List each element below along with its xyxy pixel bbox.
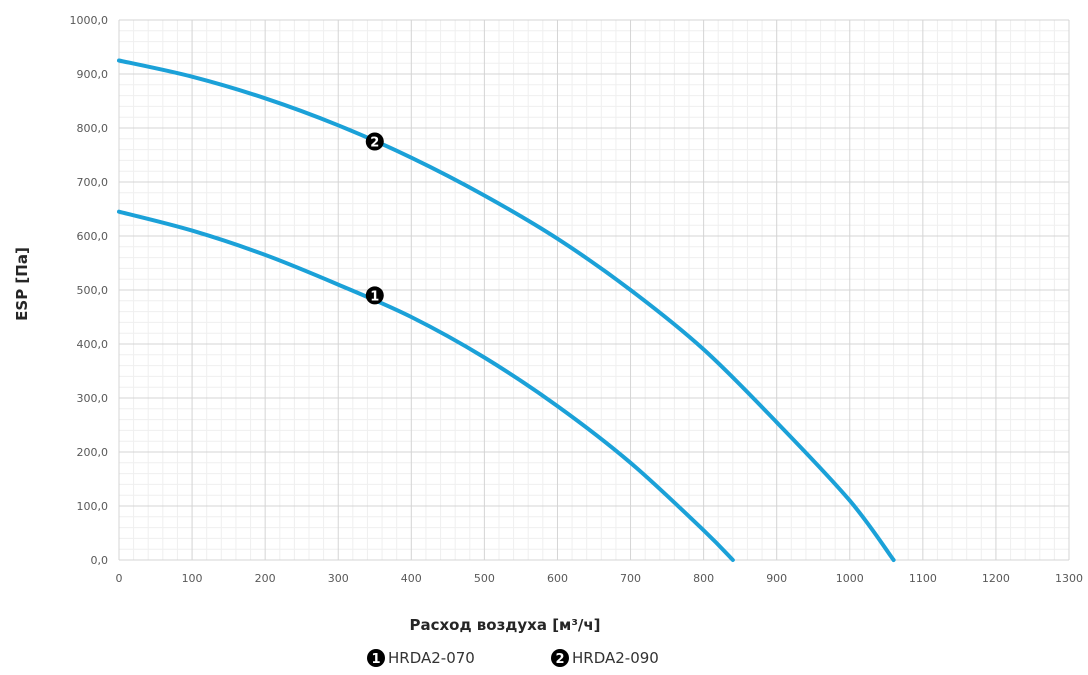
y-tick-label: 200,0 bbox=[77, 446, 109, 459]
series-lines bbox=[117, 58, 896, 562]
x-tick-label: 1300 bbox=[1055, 572, 1083, 585]
x-axis-title: Расход воздуха [м³/ч] bbox=[409, 616, 600, 634]
y-tick-label: 500,0 bbox=[77, 284, 109, 297]
y-tick-label: 300,0 bbox=[77, 392, 109, 405]
legend-item-2: 2 HRDA2-090 bbox=[551, 649, 659, 667]
y-tick-label: 900,0 bbox=[77, 68, 109, 81]
x-tick-label: 0 bbox=[116, 572, 123, 585]
y-tick-label: 400,0 bbox=[77, 338, 109, 351]
series-line-2 bbox=[117, 58, 896, 562]
x-tick-label: 1000 bbox=[836, 572, 864, 585]
y-axis-title: ESP [Па] bbox=[13, 247, 31, 321]
x-tick-label: 200 bbox=[255, 572, 276, 585]
x-tick-labels: 0 100 200 300 400 500 600 700 800 900 1000 1100 1200… bbox=[116, 572, 1084, 585]
x-tick-label: 100 bbox=[182, 572, 203, 585]
legend-marker bbox=[551, 649, 569, 667]
legend-marker-number: 2 bbox=[555, 652, 564, 667]
series-marker-1: 1 bbox=[365, 286, 384, 305]
marker-number: 1 bbox=[370, 289, 379, 304]
x-tick-label: 300 bbox=[328, 572, 349, 585]
marker-number: 2 bbox=[370, 136, 379, 151]
y-tick-label: 1000,0 bbox=[70, 14, 109, 27]
y-tick-label: 600,0 bbox=[77, 230, 109, 243]
x-tick-label: 1100 bbox=[909, 572, 937, 585]
legend: 1 HRDA2-070 2 HRDA2-090 bbox=[367, 649, 659, 667]
y-tick-label: 700,0 bbox=[77, 176, 109, 189]
x-tick-label: 1200 bbox=[982, 572, 1010, 585]
marker-circle bbox=[365, 132, 384, 151]
y-tick-label: 800,0 bbox=[77, 122, 109, 135]
major-gridlines bbox=[118, 19, 1070, 561]
x-tick-label: 500 bbox=[474, 572, 495, 585]
series-marker-2: 2 bbox=[365, 132, 384, 151]
legend-marker bbox=[367, 649, 385, 667]
legend-label: HRDA2-070 bbox=[388, 649, 475, 667]
x-tick-label: 700 bbox=[620, 572, 641, 585]
x-tick-label: 800 bbox=[693, 572, 714, 585]
marker-circle bbox=[365, 286, 384, 305]
y-tick-label: 100,0 bbox=[77, 500, 109, 513]
series-line-1 bbox=[117, 209, 735, 562]
x-tick-label: 400 bbox=[401, 572, 422, 585]
series-markers: 12 bbox=[365, 132, 384, 305]
legend-marker-number: 1 bbox=[371, 652, 380, 667]
y-tick-label: 0,0 bbox=[91, 554, 109, 567]
x-tick-label: 900 bbox=[766, 572, 787, 585]
legend-item-1: 1 HRDA2-070 bbox=[367, 649, 475, 667]
x-tick-label: 600 bbox=[547, 572, 568, 585]
y-tick-labels: 0,0 100,0 200,0 300,0 400,0 500,0 600,0 700,0 80… bbox=[70, 14, 109, 567]
legend-label: HRDA2-090 bbox=[572, 649, 659, 667]
